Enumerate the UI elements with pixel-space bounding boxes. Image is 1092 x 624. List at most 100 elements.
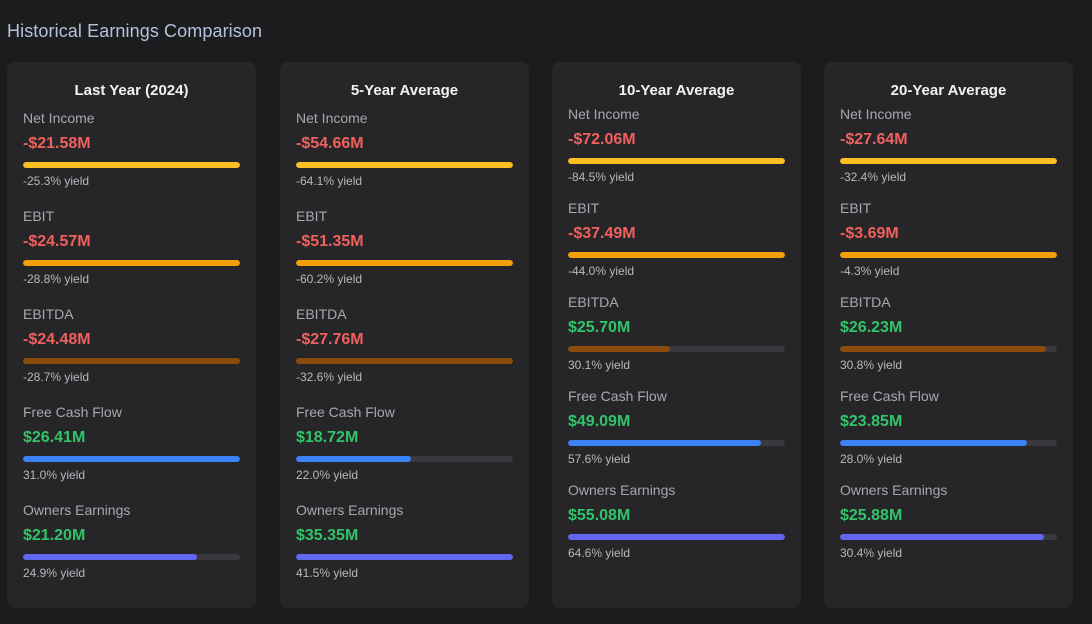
metric-label: EBIT	[840, 200, 872, 216]
metric-value: -$21.58M	[23, 135, 91, 152]
yield-bar-fill	[23, 554, 197, 560]
metric-yield: -32.4% yield	[840, 170, 907, 184]
yield-bar-fill	[296, 358, 513, 364]
metric-label: Net Income	[23, 110, 95, 126]
metric-value: -$54.66M	[296, 135, 364, 152]
yield-bar-track	[840, 252, 1057, 258]
yield-bar-track	[840, 534, 1057, 540]
metric-yield: -4.3% yield	[840, 264, 900, 278]
metric-row: EBITDA -$27.76M -32.6% yield	[296, 306, 513, 404]
metric-value: $18.72M	[296, 429, 359, 446]
metric-label: Free Cash Flow	[840, 388, 939, 404]
metric-row: Owners Earnings $21.20M 24.9% yield	[23, 502, 240, 600]
metric-row: EBITDA $25.70M 30.1% yield	[568, 294, 785, 388]
period-card-20-year: 20-Year Average Net Income -$27.64M -32.4%…	[824, 62, 1073, 608]
yield-bar-track	[568, 158, 785, 164]
metric-row: Owners Earnings $25.88M 30.4% yield	[840, 482, 1057, 576]
metric-yield: -60.2% yield	[296, 272, 363, 286]
metric-row: EBITDA -$24.48M -28.7% yield	[23, 306, 240, 404]
period-card-5-year: 5-Year Average Net Income -$54.66M -64.1% …	[280, 62, 529, 608]
metric-yield: -64.1% yield	[296, 174, 363, 188]
card-title: 5-Year Average	[350, 82, 459, 99]
yield-bar-track	[296, 162, 513, 168]
metric-row: Free Cash Flow $49.09M 57.6% yield	[568, 388, 785, 482]
yield-bar-track	[23, 162, 240, 168]
metric-yield: 28.0% yield	[840, 452, 903, 466]
yield-bar-track	[568, 534, 785, 540]
card-title: Last Year (2024)	[74, 82, 189, 99]
metric-value: -$27.76M	[296, 331, 364, 348]
metric-value: $25.88M	[840, 507, 903, 524]
metric-yield: -28.7% yield	[23, 370, 90, 384]
metric-value: -$72.06M	[568, 131, 636, 148]
yield-bar-fill	[840, 252, 1057, 258]
metric-label: EBIT	[296, 208, 328, 224]
card-title: 20-Year Average	[890, 82, 1007, 99]
metric-row: Net Income -$27.64M -32.4% yield	[840, 106, 1057, 200]
metric-value: -$37.49M	[568, 225, 636, 242]
yield-bar-track	[296, 260, 513, 266]
metric-row: EBIT -$37.49M -44.0% yield	[568, 200, 785, 294]
metric-yield: 57.6% yield	[568, 452, 631, 466]
metric-row: EBIT -$3.69M -4.3% yield	[840, 200, 1057, 294]
yield-bar-track	[296, 358, 513, 364]
metric-value: $21.20M	[23, 527, 86, 544]
yield-bar-fill	[568, 534, 785, 540]
metrics-list: Net Income -$21.58M -25.3% yield EBIT -$24.5…	[23, 110, 240, 600]
yield-bar-fill	[23, 358, 240, 364]
metric-row: EBIT -$24.57M -28.8% yield	[23, 208, 240, 306]
yield-bar-fill	[296, 260, 513, 266]
yield-bar-track	[23, 260, 240, 266]
metric-value: $26.23M	[840, 319, 903, 336]
page-title: Historical Earnings Comparison	[7, 21, 263, 41]
metric-value: -$51.35M	[296, 233, 364, 250]
yield-bar-track	[296, 554, 513, 560]
yield-bar-track	[568, 252, 785, 258]
yield-bar-track	[23, 456, 240, 462]
yield-bar-track	[23, 358, 240, 364]
yield-bar-fill	[568, 440, 762, 446]
yield-bar-track	[840, 346, 1057, 352]
yield-bar-fill	[840, 346, 1047, 352]
metric-row: Owners Earnings $35.35M 41.5% yield	[296, 502, 513, 600]
yield-bar-track	[840, 158, 1057, 164]
metric-row: EBITDA $26.23M 30.8% yield	[840, 294, 1057, 388]
metric-yield: 24.9% yield	[23, 566, 86, 580]
metric-value: $55.08M	[568, 507, 631, 524]
metric-value: $49.09M	[568, 413, 631, 430]
metric-yield: 30.8% yield	[840, 358, 903, 372]
yield-bar-fill	[568, 252, 785, 258]
metric-row: Free Cash Flow $18.72M 22.0% yield	[296, 404, 513, 502]
metric-yield: -32.6% yield	[296, 370, 363, 384]
metric-label: Owners Earnings	[840, 482, 948, 498]
metric-yield: -25.3% yield	[23, 174, 90, 188]
metric-label: Owners Earnings	[568, 482, 676, 498]
yield-bar-fill	[568, 158, 785, 164]
metric-yield: 22.0% yield	[296, 468, 359, 482]
metric-value: $23.85M	[840, 413, 903, 430]
metric-label: EBITDA	[568, 294, 619, 310]
metric-label: Free Cash Flow	[568, 388, 667, 404]
yield-bar-fill	[296, 162, 513, 168]
metric-row: Net Income -$54.66M -64.1% yield	[296, 110, 513, 208]
yield-bar-fill	[840, 534, 1044, 540]
metric-yield: 30.4% yield	[840, 546, 903, 560]
metric-label: Net Income	[840, 106, 912, 122]
yield-bar-track	[840, 440, 1057, 446]
metric-value: -$27.64M	[840, 131, 908, 148]
metric-label: Free Cash Flow	[23, 404, 122, 420]
card-title: 10-Year Average	[618, 82, 735, 99]
yield-bar-track	[568, 440, 785, 446]
metric-label: EBITDA	[296, 306, 347, 322]
metric-label: Owners Earnings	[23, 502, 131, 518]
metric-label: EBITDA	[23, 306, 74, 322]
metrics-list: Net Income -$27.64M -32.4% yield EBIT -$3.69…	[840, 106, 1057, 576]
metric-label: Free Cash Flow	[296, 404, 395, 420]
metric-value: $26.41M	[23, 429, 86, 446]
metric-yield: 64.6% yield	[568, 546, 631, 560]
metric-label: Owners Earnings	[296, 502, 404, 518]
yield-bar-fill	[840, 158, 1057, 164]
metric-row: Owners Earnings $55.08M 64.6% yield	[568, 482, 785, 576]
metric-yield: 41.5% yield	[296, 566, 359, 580]
